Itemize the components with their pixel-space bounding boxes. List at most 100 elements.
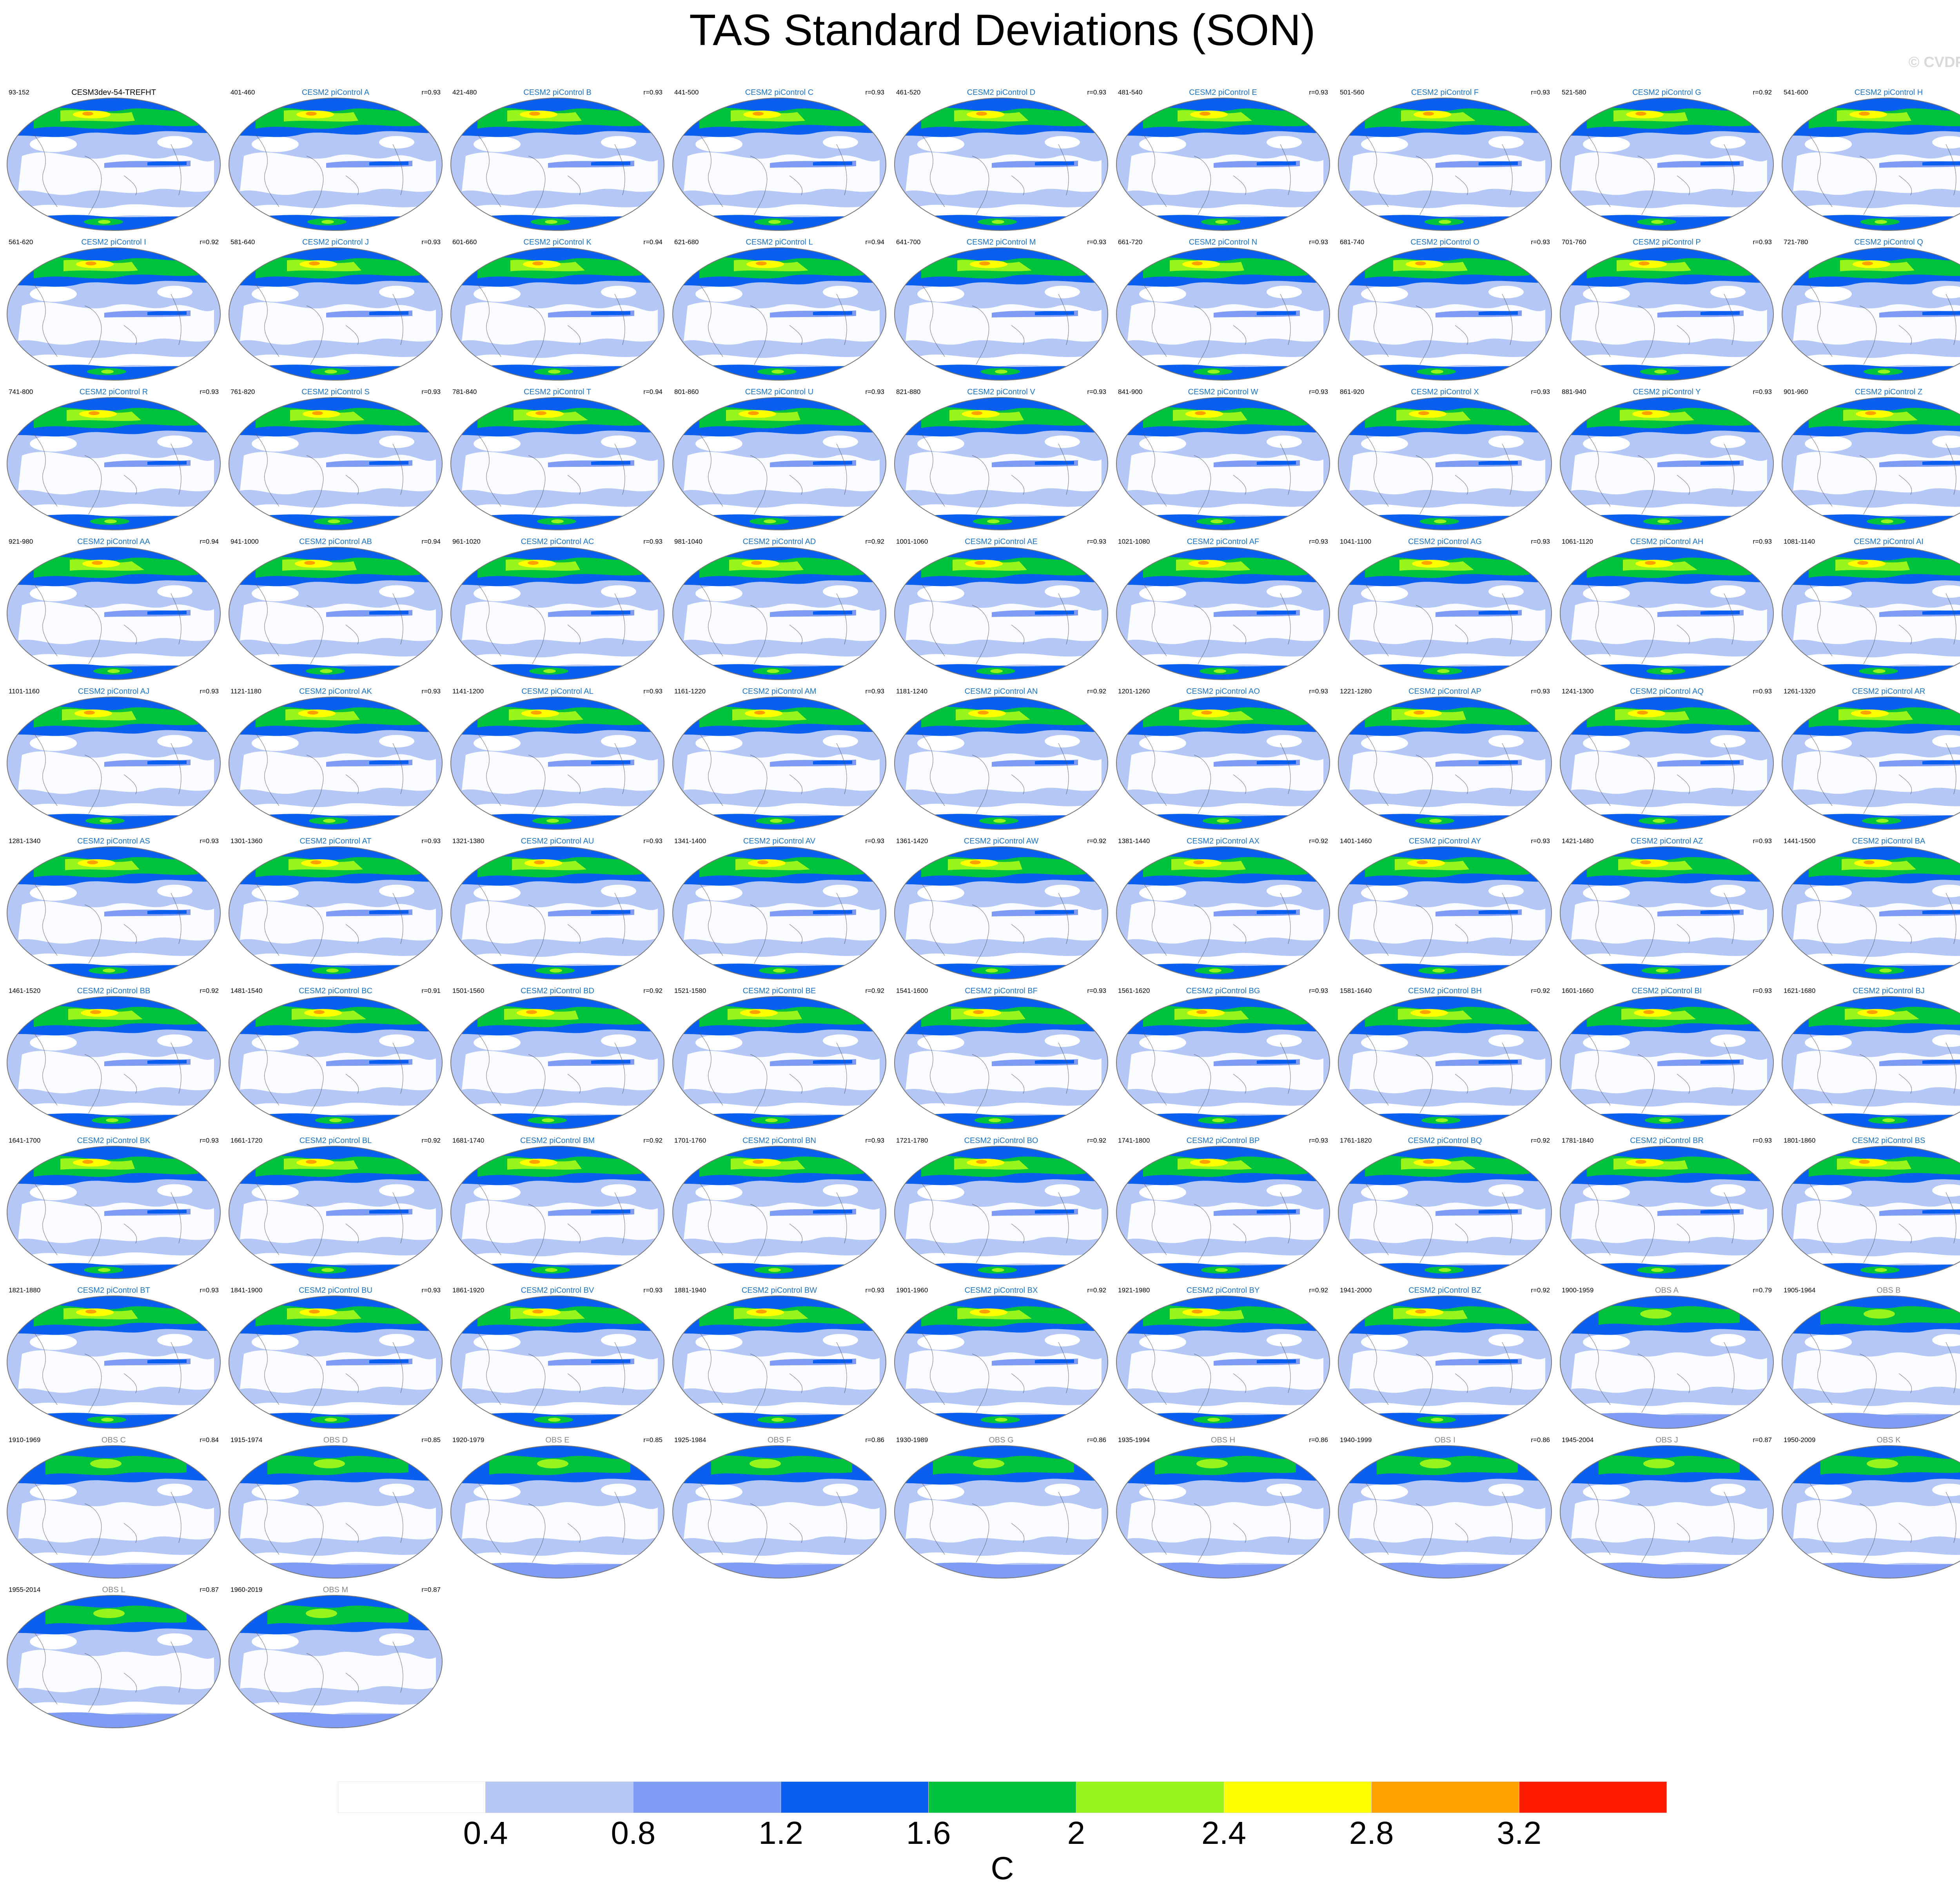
panel-period-label: 941-1000 xyxy=(230,538,259,545)
map-panel: 1101-1160 CESM2 piControl AJ r=0.93 xyxy=(3,688,224,837)
panel-title: OBS D xyxy=(323,1436,348,1444)
panel-period-label: 1201-1260 xyxy=(1118,688,1150,695)
panel-title: OBS L xyxy=(102,1586,125,1594)
map-panel: 981-1040 CESM2 piControl AD r=0.92 xyxy=(669,538,890,688)
panel-title: CESM2 piControl BU xyxy=(299,1286,372,1295)
panel-title: CESM2 piControl BP xyxy=(1186,1136,1260,1145)
panel-period-label: 1781-1840 xyxy=(1562,1137,1594,1144)
map-panel: 1181-1240 CESM2 piControl AN r=0.92 xyxy=(891,688,1112,837)
tas-stddev-map xyxy=(229,697,443,830)
panel-correlation-label: r=0.94 xyxy=(200,538,219,545)
panel-period-label: 601-660 xyxy=(452,238,477,246)
panel-title: CESM2 piControl BB xyxy=(77,987,151,995)
panel-period-label: 1960-2019 xyxy=(230,1586,263,1593)
panel-correlation-label: r=0.93 xyxy=(200,837,219,845)
map-panel: 601-660 CESM2 piControl K r=0.94 xyxy=(447,238,668,388)
panel-period-label: 1481-1540 xyxy=(230,987,263,994)
panel-period-label: 1950-2009 xyxy=(1784,1436,1816,1444)
panel-title: CESM2 piControl J xyxy=(302,238,369,247)
map-panel: 1461-1520 CESM2 piControl BB r=0.92 xyxy=(3,987,224,1137)
map-panel: 1781-1840 CESM2 piControl BR r=0.93 xyxy=(1556,1137,1777,1286)
map-panel: 1681-1740 CESM2 piControl BM r=0.92 xyxy=(447,1137,668,1286)
tas-stddev-map xyxy=(450,1146,664,1279)
tas-stddev-map xyxy=(1338,1295,1552,1429)
tas-stddev-map xyxy=(1560,547,1774,680)
map-panel: 1945-2004 OBS J r=0.87 xyxy=(1556,1436,1777,1586)
panel-period-label: 541-600 xyxy=(1784,89,1808,96)
tas-stddev-map xyxy=(1338,547,1552,680)
map-panel: 1601-1660 CESM2 piControl BI r=0.93 xyxy=(1556,987,1777,1137)
panel-period-label: 1881-1940 xyxy=(674,1286,706,1294)
tas-stddev-map xyxy=(672,1146,886,1279)
map-panel: 421-480 CESM2 piControl B r=0.93 xyxy=(447,89,668,238)
tas-stddev-map xyxy=(7,397,221,530)
panel-period-label: 1930-1989 xyxy=(896,1436,928,1444)
tas-stddev-map xyxy=(1560,1295,1774,1429)
panel-correlation-label: r=0.93 xyxy=(1087,538,1106,545)
panel-correlation-label: r=0.93 xyxy=(1753,538,1772,545)
panel-correlation-label: r=0.93 xyxy=(1753,388,1772,396)
panel-title: CESM2 piControl BG xyxy=(1186,987,1260,995)
map-panel: 661-720 CESM2 piControl N r=0.93 xyxy=(1112,238,1334,388)
panel-period-label: 761-820 xyxy=(230,388,255,396)
panel-period-label: 461-520 xyxy=(896,89,921,96)
panel-period-label: 661-720 xyxy=(1118,238,1143,246)
panel-period-label: 441-500 xyxy=(674,89,699,96)
tas-stddev-map xyxy=(894,98,1108,231)
panel-correlation-label: r=0.93 xyxy=(421,1286,441,1294)
tas-stddev-map xyxy=(229,1595,443,1728)
map-panel: 1940-1999 OBS I r=0.86 xyxy=(1334,1436,1555,1586)
panel-period-label: 1905-1964 xyxy=(1784,1286,1816,1294)
panel-correlation-label: r=0.93 xyxy=(643,1286,662,1294)
panel-period-label: 1925-1984 xyxy=(674,1436,706,1444)
tas-stddev-map xyxy=(7,996,221,1129)
panel-title: CESM2 piControl M xyxy=(966,238,1036,247)
tas-stddev-map xyxy=(7,846,221,980)
panel-title: CESM2 piControl F xyxy=(1411,88,1479,97)
panel-correlation-label: r=0.93 xyxy=(200,688,219,695)
figure-title: TAS Standard Deviations (SON) xyxy=(689,5,1316,54)
panel-period-label: 1900-1959 xyxy=(1562,1286,1594,1294)
panel-title: CESM2 piControl BD xyxy=(521,987,594,995)
map-panel: 521-580 CESM2 piControl G r=0.92 xyxy=(1556,89,1777,238)
map-panel: 1121-1180 CESM2 piControl AK r=0.93 xyxy=(225,688,446,837)
map-panel: 1281-1340 CESM2 piControl AS r=0.93 xyxy=(3,837,224,987)
map-panel: 1661-1720 CESM2 piControl BL r=0.92 xyxy=(225,1137,446,1286)
tas-stddev-map xyxy=(1782,98,1960,231)
panel-correlation-label: r=0.92 xyxy=(643,987,662,994)
panel-correlation-label: r=0.93 xyxy=(1309,238,1328,246)
tas-stddev-map xyxy=(7,1595,221,1728)
panel-correlation-label: r=0.93 xyxy=(200,1286,219,1294)
panel-title: CESM3dev-54-TREFHT xyxy=(71,88,156,97)
panel-title: OBS B xyxy=(1877,1286,1901,1295)
map-panel: 1381-1440 CESM2 piControl AX r=0.92 xyxy=(1112,837,1334,987)
panel-title: CESM2 piControl BS xyxy=(1852,1136,1926,1145)
tas-stddev-map xyxy=(1116,697,1330,830)
colorbar-swatch xyxy=(1519,1782,1667,1813)
panel-period-label: 1801-1860 xyxy=(1784,1137,1816,1144)
panel-period-label: 1721-1780 xyxy=(896,1137,928,1144)
tas-stddev-map xyxy=(1338,247,1552,381)
panel-correlation-label: r=0.87 xyxy=(200,1586,219,1593)
panel-title: CESM2 piControl AB xyxy=(299,537,372,546)
panel-correlation-label: r=0.93 xyxy=(421,688,441,695)
panel-title: CESM2 piControl AR xyxy=(1852,687,1926,696)
panel-correlation-label: r=0.93 xyxy=(865,1137,884,1144)
map-panel: 1925-1984 OBS F r=0.86 xyxy=(669,1436,890,1586)
tas-stddev-map xyxy=(672,247,886,381)
map-panel: 1521-1580 CESM2 piControl BE r=0.92 xyxy=(669,987,890,1137)
panel-correlation-label: r=0.93 xyxy=(1531,238,1550,246)
map-panel: 681-740 CESM2 piControl O r=0.93 xyxy=(1334,238,1555,388)
map-panel: 1041-1100 CESM2 piControl AG r=0.93 xyxy=(1334,538,1555,688)
panel-title: CESM2 piControl W xyxy=(1188,388,1258,396)
panel-correlation-label: r=0.93 xyxy=(1753,987,1772,994)
tas-stddev-map xyxy=(1560,697,1774,830)
panel-period-label: 1641-1700 xyxy=(9,1137,41,1144)
map-panel: 1821-1880 CESM2 piControl BT r=0.93 xyxy=(3,1286,224,1436)
panel-correlation-label: r=0.86 xyxy=(1087,1436,1106,1444)
map-panel: 1960-2019 OBS M r=0.87 xyxy=(225,1586,446,1736)
map-panel: 1481-1540 CESM2 piControl BC r=0.91 xyxy=(225,987,446,1137)
panel-title: CESM2 piControl AO xyxy=(1186,687,1260,696)
